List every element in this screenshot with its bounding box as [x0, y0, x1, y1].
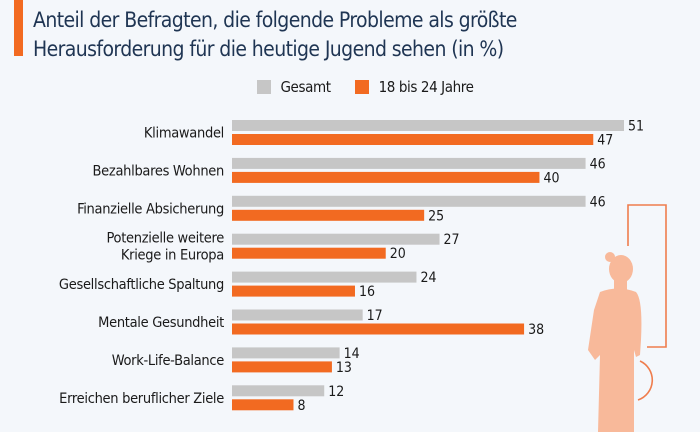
category-row: Gesellschaftliche Spaltung 24 16 — [59, 270, 437, 300]
bar-gesamt — [232, 120, 624, 131]
bar-18-24 — [232, 361, 332, 373]
title-accent-bar — [14, 0, 23, 56]
data-label: 40 — [543, 170, 559, 186]
data-label: 16 — [359, 284, 375, 300]
category-row: Erreichen beruflicher Ziele 12 8 — [59, 384, 344, 414]
category-label: Gesellschaftliche Spaltung — [59, 277, 224, 293]
data-label: 46 — [590, 194, 606, 210]
data-label: 20 — [390, 246, 406, 262]
bar-18-24 — [232, 399, 294, 411]
category-label: Work-Life-Balance — [112, 353, 225, 369]
data-label: 47 — [597, 133, 613, 149]
data-label: 46 — [590, 156, 606, 172]
data-label: 17 — [367, 308, 383, 324]
data-label: 8 — [297, 398, 305, 414]
category-label: Bezahlbares Wohnen — [93, 163, 224, 179]
legend-label-gesamt: Gesamt — [280, 78, 332, 96]
bar-18-24 — [232, 134, 594, 145]
bar-gesamt — [232, 195, 586, 207]
legend-label-18-24: 18 bis 24 Jahre — [378, 78, 474, 96]
legend-item-gesamt: Gesamt — [256, 78, 332, 96]
bar-gesamt — [232, 271, 417, 283]
category-label: Mentale Gesundheit — [98, 315, 224, 331]
data-label: 38 — [528, 322, 544, 338]
category-label: Finanzielle Absicherung — [77, 201, 224, 217]
bar-18-24 — [232, 247, 386, 259]
legend: Gesamt 18 bis 24 Jahre — [0, 78, 700, 96]
chart-title: Anteil der Befragten, die folgende Probl… — [33, 8, 517, 61]
person-illustration — [588, 204, 667, 432]
category-row: Bezahlbares Wohnen 46 40 — [93, 156, 606, 186]
data-label: 12 — [328, 384, 344, 400]
person-silhouette — [588, 252, 642, 432]
bar-18-24 — [232, 171, 540, 183]
category-row: Klimawandel 51 47 — [144, 119, 644, 149]
category-label: Potenzielle weitere — [107, 231, 225, 247]
bar-gesamt — [232, 347, 340, 359]
legend-item-18-24: 18 bis 24 Jahre — [354, 78, 474, 96]
arc-line — [637, 360, 654, 401]
category-row: Mentale Gesundheit 17 38 — [98, 308, 544, 338]
legend-swatch-gesamt — [256, 80, 271, 94]
frame-line — [627, 204, 667, 348]
data-label: 14 — [344, 346, 360, 362]
data-label: 24 — [420, 270, 436, 286]
bar-gesamt — [232, 233, 440, 245]
category-label: Erreichen beruflicher Ziele — [59, 391, 224, 407]
category-row: Finanzielle Absicherung 46 25 — [77, 194, 606, 224]
legend-swatch-18-24 — [354, 80, 369, 94]
bar-18-24 — [232, 285, 355, 297]
bar-gesamt — [232, 157, 586, 169]
data-label: 51 — [628, 119, 644, 135]
bar-gesamt — [232, 385, 325, 397]
category-label: Klimawandel — [144, 126, 224, 142]
data-label: 27 — [444, 232, 460, 248]
category-label: Kriege in Europa — [121, 248, 224, 264]
bar-gesamt — [232, 309, 363, 321]
bar-18-24 — [232, 209, 425, 221]
bar-18-24 — [232, 323, 525, 335]
data-label: 13 — [336, 360, 352, 376]
data-label: 25 — [428, 208, 444, 224]
